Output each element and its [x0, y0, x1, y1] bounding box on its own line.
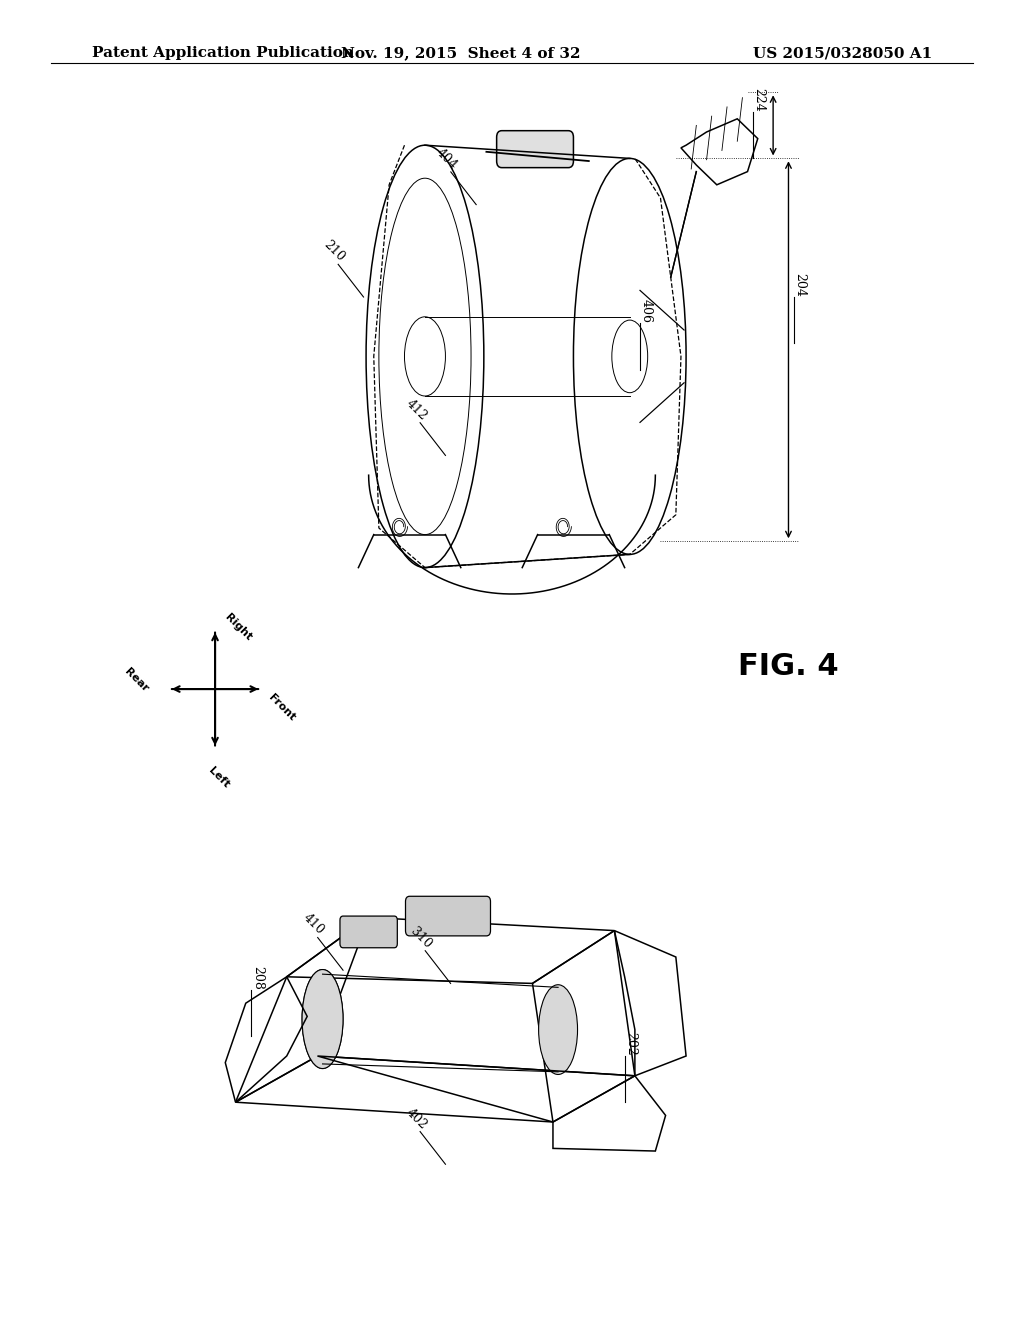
FancyBboxPatch shape: [497, 131, 573, 168]
Ellipse shape: [539, 985, 578, 1074]
Text: Right: Right: [223, 612, 254, 643]
Text: 404: 404: [434, 145, 460, 172]
Text: Left: Left: [207, 766, 231, 789]
Text: 310: 310: [409, 924, 434, 950]
Text: Nov. 19, 2015  Sheet 4 of 32: Nov. 19, 2015 Sheet 4 of 32: [341, 46, 581, 61]
Text: US 2015/0328050 A1: US 2015/0328050 A1: [753, 46, 932, 61]
Text: Front: Front: [266, 693, 297, 723]
Text: 224: 224: [753, 88, 766, 112]
Ellipse shape: [302, 969, 343, 1069]
Text: 204: 204: [794, 273, 807, 297]
Text: 210: 210: [322, 238, 347, 264]
Text: 410: 410: [301, 911, 327, 937]
Text: 412: 412: [403, 396, 429, 422]
Ellipse shape: [302, 969, 343, 1069]
FancyBboxPatch shape: [340, 916, 397, 948]
Text: Patent Application Publication: Patent Application Publication: [92, 46, 354, 61]
Text: 402: 402: [403, 1105, 429, 1131]
Text: 208: 208: [251, 966, 264, 990]
Text: 202: 202: [625, 1032, 638, 1056]
FancyBboxPatch shape: [406, 896, 490, 936]
Text: FIG. 4: FIG. 4: [738, 652, 839, 681]
Text: 406: 406: [640, 300, 653, 323]
Text: Rear: Rear: [123, 667, 151, 694]
